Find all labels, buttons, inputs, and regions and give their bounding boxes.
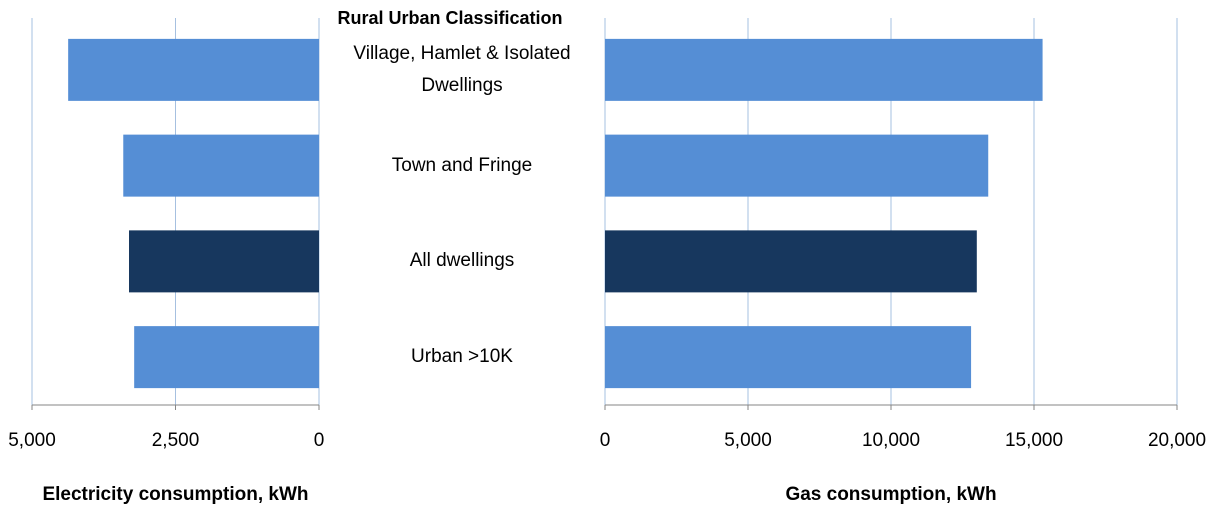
bar	[123, 134, 320, 197]
x-tick-label: 20,000	[1147, 430, 1207, 451]
x-tick-label: 5,000	[8, 430, 56, 451]
bar	[129, 230, 319, 293]
x-tick-label: 5,000	[724, 430, 772, 451]
x-tick-label: 0	[313, 430, 325, 451]
bar	[134, 326, 319, 389]
category-label: Urban >10K	[411, 346, 513, 368]
category-label: Village, Hamlet & Isolated Dwellings	[353, 42, 571, 96]
bar	[605, 38, 1043, 101]
bar	[68, 38, 319, 101]
x-tick-label: 2,500	[151, 430, 200, 451]
x-tick-label: 10,000	[861, 430, 921, 451]
category-label: All dwellings	[409, 250, 515, 272]
x-tick-label: 0	[599, 430, 611, 451]
chart-title: Rural Urban Classification	[337, 8, 563, 28]
category-label: Town and Fringe	[391, 154, 533, 176]
x-axis-title: Gas consumption, kWh	[785, 484, 997, 505]
bar	[605, 230, 977, 293]
x-axis-title: Electricity consumption, kWh	[42, 484, 309, 505]
x-tick-label: 15,000	[1004, 430, 1064, 451]
bar	[605, 134, 989, 197]
bar	[605, 326, 972, 389]
